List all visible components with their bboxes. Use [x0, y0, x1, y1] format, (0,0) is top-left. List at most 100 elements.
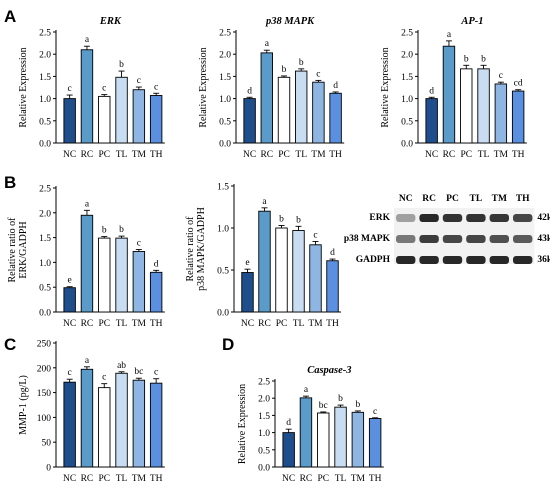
panel-letter-a: A — [4, 7, 16, 26]
x-tick-label: RC — [81, 319, 94, 329]
y-axis-label: Relative Expression — [237, 384, 248, 464]
bar-rc — [80, 49, 94, 144]
bar-tl — [477, 68, 490, 144]
chart-title: p38 MAPK — [265, 16, 315, 27]
y-tick-label: 2.5 — [401, 29, 413, 39]
significance-letter: d — [286, 418, 291, 428]
significance-letter: a — [85, 356, 90, 366]
western-blot: NC RC PC TL TM TH ERK 42kDa p38 MAPK 43kDa GADPH 36… — [344, 194, 550, 265]
bar-tl — [115, 372, 128, 468]
bar-rc — [442, 45, 456, 144]
blot-band — [396, 235, 416, 243]
blot-band — [396, 256, 416, 264]
y-tick-label: 0.5 — [219, 117, 231, 127]
bar-nc — [425, 98, 438, 144]
y-axis-label: Relative Expression — [18, 47, 29, 127]
blot-row-label: p38 MAPK — [344, 234, 391, 244]
bar-nc — [63, 381, 76, 468]
x-tick-label: PC — [278, 150, 290, 160]
blot-band — [396, 214, 416, 222]
bar-tm — [132, 379, 146, 468]
x-tick-label: NC — [63, 150, 76, 160]
y-tick-label: 2.0 — [401, 51, 413, 61]
y-tick-label: 0.0 — [39, 140, 51, 150]
x-tick-label: TL — [295, 150, 307, 160]
significance-letter: a — [304, 385, 309, 395]
x-tick-label: TL — [116, 319, 128, 329]
x-tick-label: NC — [243, 150, 256, 160]
y-tick-label: 1.0 — [217, 225, 229, 235]
y-tick-label: 1.0 — [401, 95, 413, 105]
x-tick-label: TM — [132, 150, 147, 160]
x-tick-label: TL — [335, 474, 347, 484]
y-tick-label: 200 — [37, 364, 52, 374]
y-tick-label: 0.0 — [219, 140, 231, 150]
x-tick-label: TM — [494, 150, 509, 160]
significance-letter: a — [447, 30, 452, 40]
significance-letter: b — [119, 225, 124, 235]
significance-letter: e — [68, 276, 72, 286]
y-tick-label: 0.5 — [39, 117, 51, 127]
significance-letter: b — [279, 214, 284, 224]
significance-letter: b — [296, 215, 301, 225]
y-axis-label: p38 MAPK/GADPH — [196, 207, 207, 291]
bar-tl — [295, 70, 308, 144]
significance-letter: a — [262, 197, 267, 207]
x-tick-label: PC — [98, 150, 110, 160]
significance-letter: c — [313, 230, 317, 240]
chart-mmp1-c: 0 50 100 150 200 250 MMP-1 (pg/L) c NC a RC c PC ab TL… — [18, 340, 165, 484]
blot-band — [489, 235, 509, 243]
blot-size-label: 43kDa — [537, 234, 550, 244]
significance-letter: c — [102, 373, 106, 383]
bar-pc — [98, 237, 111, 313]
chart-p38-a: 0.0 0.5 1.0 1.5 2.0 2.5 Relative Expression p38… — [198, 16, 345, 160]
blot-lane-label: TH — [516, 194, 530, 204]
x-tick-label: TM — [132, 319, 147, 329]
x-tick-label: TL — [116, 474, 128, 484]
bar-tl — [115, 76, 128, 144]
y-tick-label: 0.5 — [39, 284, 51, 294]
significance-letter: c — [137, 76, 141, 86]
significance-letter: c — [68, 368, 72, 378]
panel-letter-b: B — [4, 173, 16, 192]
y-tick-label: 0 — [46, 464, 51, 474]
significance-letter: d — [333, 81, 338, 91]
y-tick-label: 0.0 — [258, 464, 270, 474]
chart-erk-b: 0.0 0.5 1.0 1.5 2.0 2.5 Relative ratio of ERK/G… — [7, 185, 165, 329]
blot-lane-label: NC — [399, 194, 413, 204]
x-tick-label: TM — [132, 474, 147, 484]
significance-letter: c — [68, 84, 72, 94]
y-tick-label: 0.0 — [401, 140, 413, 150]
significance-letter: c — [137, 239, 141, 249]
bar-th — [149, 95, 163, 144]
y-tick-label: 2.5 — [219, 29, 231, 39]
y-tick-label: 0.5 — [217, 267, 229, 277]
significance-letter: b — [102, 226, 107, 236]
bar-rc — [80, 368, 94, 468]
bar-rc — [258, 210, 271, 313]
bar-rc — [260, 52, 273, 144]
bar-pc — [98, 387, 111, 468]
bar-nc — [243, 98, 256, 144]
x-tick-label: NC — [282, 474, 295, 484]
x-tick-label: NC — [241, 319, 254, 329]
significance-letter: c — [499, 71, 503, 81]
bar-tl — [334, 406, 347, 468]
significance-letter: d — [330, 248, 335, 258]
significance-letter: b — [119, 60, 124, 70]
significance-letter: bc — [319, 401, 328, 411]
bar-tm — [309, 244, 322, 313]
y-tick-label: 1.0 — [258, 429, 270, 439]
bar-nc — [241, 272, 254, 313]
significance-letter: d — [154, 259, 159, 269]
x-tick-label: PC — [460, 150, 472, 160]
y-axis-label: Relative ratio of — [185, 216, 196, 282]
significance-letter: e — [245, 258, 249, 268]
significance-letter: c — [154, 82, 158, 92]
bar-tm — [494, 83, 508, 144]
y-tick-label: 2.0 — [39, 209, 51, 219]
blot-band — [513, 214, 533, 222]
x-tick-label: RC — [81, 474, 94, 484]
x-tick-label: RC — [81, 150, 94, 160]
